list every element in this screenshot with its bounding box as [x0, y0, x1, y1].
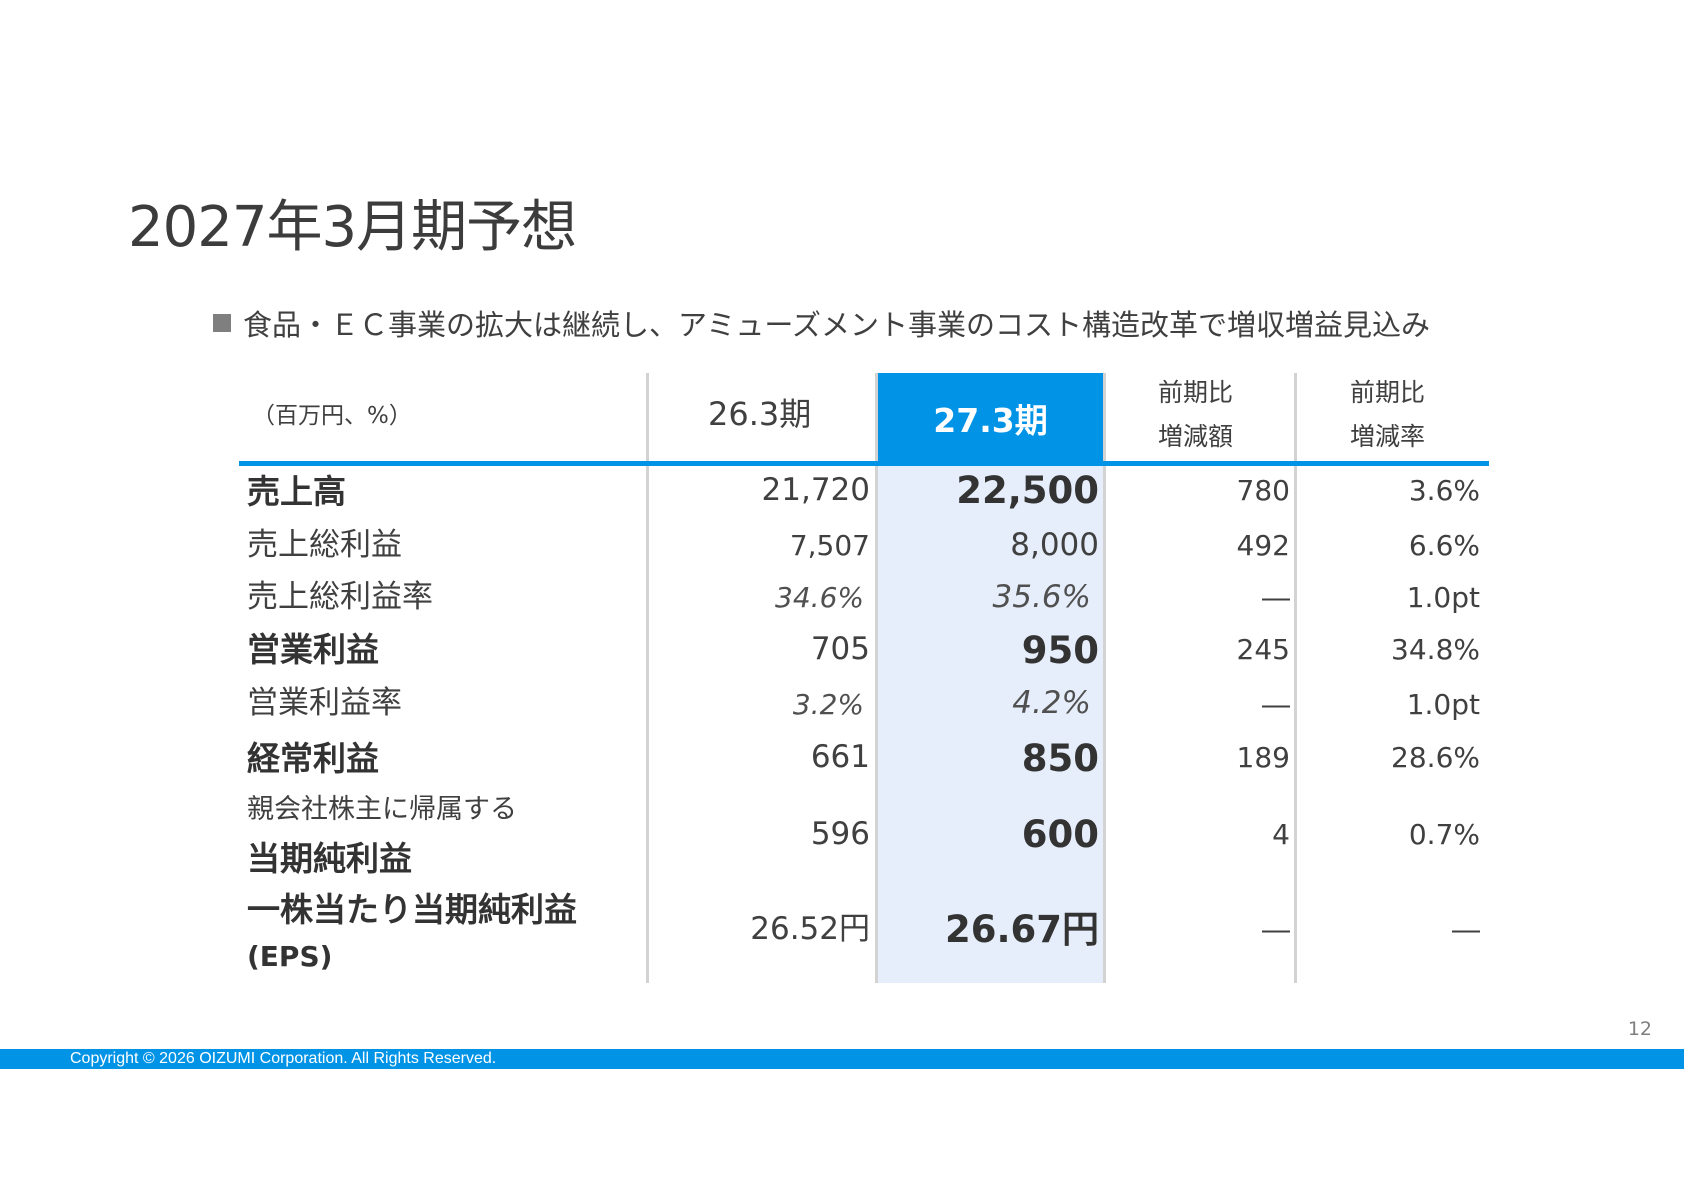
column-divider — [875, 373, 878, 983]
table-cell: 34.6% — [775, 581, 864, 614]
table-cell: 600 — [1021, 813, 1099, 856]
table-cell: 245 — [1236, 633, 1290, 666]
table-cell: 7,507 — [789, 529, 870, 562]
header-rate-line2: 増減率 — [1350, 422, 1426, 451]
table-cell: 596 — [810, 816, 870, 852]
row-label-eps-line1: 一株当たり当期純利益 — [247, 890, 577, 929]
table-cell: ― — [1452, 913, 1480, 946]
table-cell: 0.7% — [1408, 818, 1480, 851]
table-cell: 21,720 — [761, 472, 870, 508]
row-label-operating-margin: 営業利益率 — [247, 685, 402, 721]
table-cell: 3.6% — [1408, 474, 1480, 507]
table-cell: ― — [1262, 913, 1290, 946]
summary-text: 食品・ＥＣ事業の拡大は継続し、アミューズメント事業のコスト構造改革で増収増益見込… — [243, 308, 1430, 342]
copyright-notice: Copyright © 2026 OIZUMI Corporation. All… — [70, 1050, 497, 1067]
table-cell: 8,000 — [1010, 527, 1099, 563]
unit-label: （百万円、%） — [252, 403, 412, 429]
row-label-net-income-line2: 当期純利益 — [247, 839, 412, 878]
header-underline — [239, 461, 1489, 466]
row-label-ordinary-profit: 経常利益 — [247, 739, 379, 778]
table-cell: 950 — [1021, 629, 1099, 672]
row-label-operating-profit: 営業利益 — [247, 630, 379, 669]
row-label-gross-profit: 売上総利益 — [247, 527, 402, 563]
table-cell: 1.0pt — [1406, 581, 1480, 614]
table-cell: 34.8% — [1391, 633, 1480, 666]
table-cell: 4 — [1272, 818, 1290, 851]
page-number: 12 — [1627, 1018, 1652, 1040]
table-cell: 850 — [1021, 737, 1099, 780]
header-diff-line2: 増減額 — [1158, 422, 1234, 451]
row-label-gross-margin: 売上総利益率 — [247, 579, 433, 615]
footer-bar — [0, 1049, 1684, 1069]
table-cell: ― — [1262, 581, 1290, 614]
row-label-net-income-line1: 親会社株主に帰属する — [247, 794, 517, 825]
table-cell: 22,500 — [956, 469, 1099, 512]
table-cell: 26.67円 — [944, 908, 1099, 951]
table-cell: 1.0pt — [1406, 688, 1480, 721]
column-divider — [1103, 373, 1106, 983]
page-title: 2027年3月期予想 — [128, 195, 577, 260]
column-divider — [646, 373, 649, 983]
table-cell: 6.6% — [1408, 529, 1480, 562]
column-divider — [1294, 373, 1297, 983]
header-prev-period: 26.3期 — [708, 395, 812, 433]
square-bullet-icon — [213, 314, 231, 332]
table-cell: 189 — [1236, 741, 1290, 774]
summary-bullet: 食品・ＥＣ事業の拡大は継続し、アミューズメント事業のコスト構造改革で増収増益見込… — [213, 302, 1430, 344]
table-cell: 3.2% — [792, 688, 864, 721]
table-cell: 661 — [810, 739, 870, 775]
table-cell: 780 — [1236, 474, 1290, 507]
forecast-column-highlight — [877, 373, 1104, 983]
table-cell: 35.6% — [992, 579, 1091, 615]
header-rate-line1: 前期比 — [1350, 378, 1426, 407]
table-cell: 26.52円 — [750, 911, 870, 947]
row-label-eps-line2: (EPS) — [247, 940, 333, 973]
header-current-period: 27.3期 — [877, 373, 1104, 462]
table-cell: 492 — [1236, 529, 1290, 562]
table-cell: ― — [1262, 688, 1290, 721]
table-cell: 28.6% — [1391, 741, 1480, 774]
row-label-net-sales: 売上高 — [247, 472, 346, 511]
table-cell: 4.2% — [1012, 685, 1091, 721]
header-diff-line1: 前期比 — [1158, 378, 1234, 407]
table-cell: 705 — [810, 631, 870, 667]
